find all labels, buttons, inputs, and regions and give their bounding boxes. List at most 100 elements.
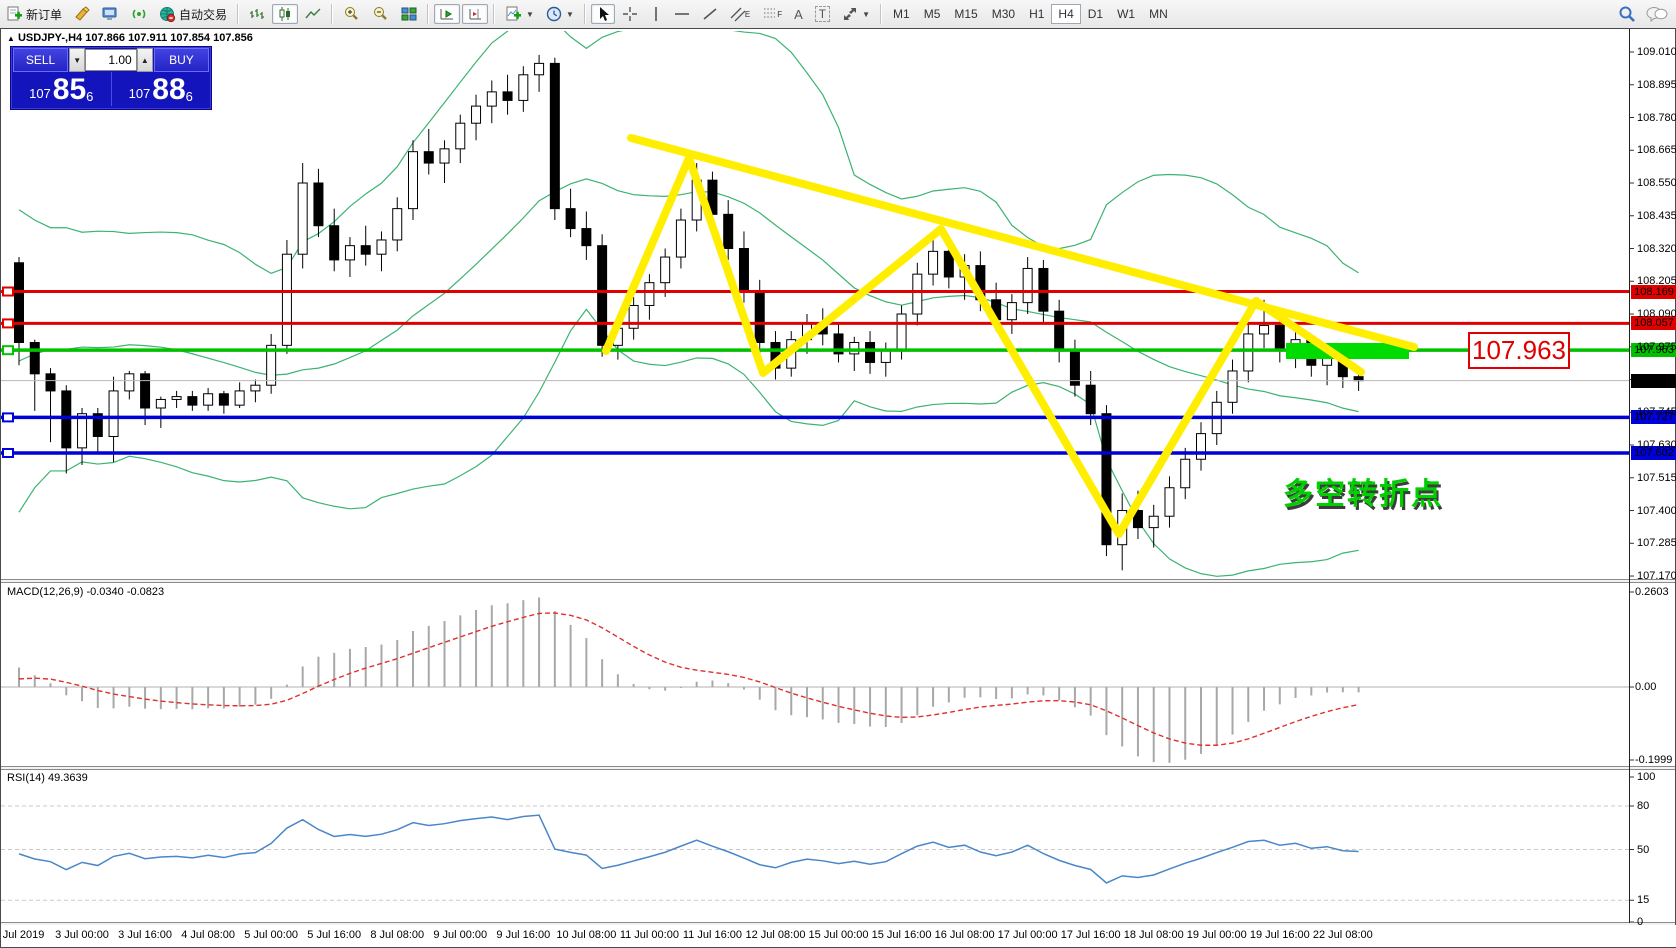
time-axis-label: 10 Jul 08:00 [556, 929, 617, 941]
tile-windows-button[interactable] [396, 4, 422, 24]
bar-chart-button[interactable] [244, 4, 270, 24]
one-click-trade-panel: SELL ▼ 1.00 ▲ BUY 107 85 6 107 88 6 [11, 47, 211, 109]
time-axis-label: 5 Jul 16:00 [307, 929, 362, 941]
chat-icon[interactable] [1646, 5, 1668, 23]
price-level-chip: 107.963 [1631, 343, 1676, 358]
indicators-button[interactable]: ▼ [500, 4, 539, 24]
autotrade-button[interactable]: 自动交易 [154, 4, 232, 24]
price-callout-box[interactable]: 107.963 [1468, 332, 1570, 369]
collapse-triangle-icon[interactable]: ▲ [7, 34, 15, 43]
volume-down-button[interactable]: ▼ [69, 48, 86, 72]
chart-shift-icon [469, 9, 482, 20]
price-tick-label: 108.550 [1637, 177, 1676, 189]
chart-window[interactable]: 108.169 108.057 107.963 107.727 107.602 107.8… [0, 28, 1676, 948]
price-tick-label: 108.895 [1637, 78, 1676, 91]
volume-up-button[interactable]: ▲ [136, 48, 153, 72]
zoom-in-icon [345, 7, 358, 20]
arrows-tool-button[interactable]: ▼ [837, 4, 875, 24]
toolbar: 新订单 [0, 0, 1676, 29]
autotrade-icon [160, 7, 176, 22]
price-level-chip: 108.169 [1631, 284, 1676, 299]
cursor-tool-button[interactable] [590, 4, 615, 24]
candlestick-chart-icon [279, 7, 291, 21]
candlestick-chart-button[interactable] [272, 4, 299, 24]
channel-tool-button[interactable]: E [725, 4, 755, 24]
macd-rsi-separator[interactable] [1, 766, 1675, 770]
price-level-chip: 107.602 [1631, 445, 1676, 460]
timeframe-m5[interactable]: M5 [923, 7, 941, 21]
macd-signal-line [18, 612, 1359, 746]
text-tool-button[interactable]: A [789, 4, 808, 24]
price-tick-label: 108.320 [1637, 242, 1676, 255]
timeframe-h4[interactable]: H4 [1051, 4, 1081, 24]
auto-scroll-icon [440, 9, 454, 20]
candles-layer [14, 54, 1364, 571]
price-tick-label: 107.860 [1637, 373, 1676, 386]
time-axis-label: 11 Jul 00:00 [619, 929, 679, 941]
bid-quote[interactable]: 107 85 6 [12, 72, 112, 106]
channel-letter: E [744, 9, 751, 19]
periods-caret-icon: ▼ [565, 9, 574, 19]
vertical-line-tool-button[interactable] [645, 4, 667, 24]
main-macd-separator[interactable] [1, 579, 1675, 583]
bid-pip: 6 [86, 89, 94, 104]
new-order-button[interactable]: 新订单 [1, 4, 67, 24]
volume-input[interactable]: 1.00 [85, 49, 137, 71]
auto-scroll-button[interactable] [434, 4, 461, 24]
bid-big-figure: 85 [52, 73, 87, 106]
ask-quote[interactable]: 107 88 6 [112, 72, 211, 106]
line-chart-button[interactable] [300, 4, 326, 24]
time-axis-label: 5 Jul 00:00 [244, 929, 299, 941]
trendline-tool-button[interactable] [697, 4, 723, 24]
chart-canvas[interactable] [1, 29, 1676, 947]
macd-tick-label: 0.2603 [1635, 586, 1669, 598]
cursor-icon [599, 7, 609, 21]
toolbar-separator [237, 4, 240, 24]
rsi-tick-label: 100 [1637, 771, 1656, 783]
terminal-button[interactable] [97, 4, 124, 24]
time-axis-label: 18 Jul 08:00 [1123, 929, 1184, 941]
price-tick-label: 107.400 [1637, 504, 1676, 517]
timeframe-w1[interactable]: W1 [1117, 7, 1136, 21]
rsi-tick-label: 80 [1637, 800, 1650, 812]
price-axis-line [1629, 29, 1630, 923]
time-axis-label: 9 Jul 16:00 [496, 929, 551, 941]
crosshair-icon [622, 7, 637, 21]
timeframe-m15[interactable]: M15 [954, 7, 978, 21]
time-axis[interactable]: 2 Jul 2019 3 Jul 00:00 3 Jul 16:00 4 Jul 08… [0, 925, 1676, 947]
periods-button[interactable]: ▼ [541, 4, 579, 24]
yellow-trendline[interactable] [627, 134, 1418, 351]
horizontal-level-lines[interactable] [1, 286, 1629, 458]
strategy-tester-button[interactable] [69, 4, 95, 24]
timeframe-mn[interactable]: MN [1149, 7, 1168, 21]
label-tool-button[interactable]: T [810, 4, 835, 24]
signals-button[interactable] [126, 4, 152, 24]
timeframe-m30[interactable]: M30 [991, 7, 1016, 21]
highlight-rect[interactable] [1286, 343, 1409, 359]
search-icon[interactable] [1618, 5, 1636, 23]
macd-indicator-label: MACD(12,26,9) -0.0340 -0.0823 [7, 586, 165, 598]
price-tick-label: 107.975 [1637, 340, 1676, 353]
symbol-name: USDJPY-,H4 [17, 32, 83, 44]
timeframe-m1[interactable]: M1 [893, 7, 910, 21]
fibonacci-tool-button[interactable]: F [757, 4, 787, 24]
turning-point-note[interactable]: 多空转折点 [1283, 478, 1443, 511]
zoom-in-button[interactable] [338, 4, 365, 24]
timeframe-d1[interactable]: D1 [1087, 7, 1104, 21]
bollinger-bands [18, 31, 1359, 577]
time-axis-label: 2 Jul 2019 [0, 929, 45, 941]
horizontal-line-tool-button[interactable] [669, 4, 695, 24]
sell-button[interactable]: SELL [13, 48, 69, 72]
zoom-out-button[interactable] [367, 4, 394, 24]
ask-prefix: 107 [128, 86, 151, 101]
timeframe-h1[interactable]: H1 [1029, 7, 1045, 21]
buy-button[interactable]: BUY [153, 48, 209, 72]
time-axis-label: 4 Jul 08:00 [181, 929, 236, 941]
time-axis-label: 12 Jul 08:00 [745, 929, 806, 941]
new-order-label: 新订单 [26, 7, 63, 22]
yellow-zigzag[interactable] [602, 154, 1365, 538]
crosshair-tool-button[interactable] [617, 4, 643, 24]
chart-shift-button[interactable] [462, 4, 489, 24]
time-axis-label: 15 Jul 16:00 [871, 929, 932, 941]
price-tick-label: 108.435 [1637, 209, 1676, 222]
